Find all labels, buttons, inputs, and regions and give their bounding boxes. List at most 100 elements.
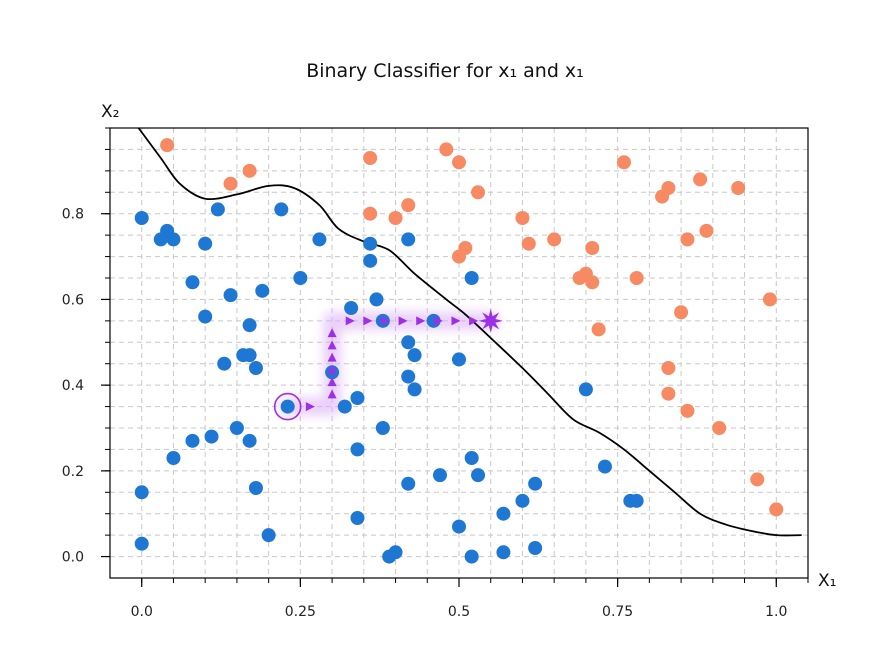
class-1-point xyxy=(693,172,708,187)
path-arrow xyxy=(363,316,373,326)
class-0-point xyxy=(344,301,359,315)
path-arrow xyxy=(398,316,408,326)
path-arrow xyxy=(327,352,337,362)
class-1-point xyxy=(547,232,562,247)
class-0-point xyxy=(185,433,200,448)
chart-title: Binary Classifier for x₁ and x₁ xyxy=(306,60,584,82)
class-0-point xyxy=(363,253,378,268)
class-1-point xyxy=(750,472,765,487)
class-1-point xyxy=(731,181,746,195)
class-0-point xyxy=(134,485,149,500)
class-0-point xyxy=(426,313,441,328)
class-0-point xyxy=(217,356,232,371)
class-0-point xyxy=(242,433,257,448)
path-arrow xyxy=(345,316,355,326)
x-axis-label: X₁ xyxy=(818,571,836,591)
class-1-point xyxy=(585,241,600,255)
class-0-point xyxy=(242,348,257,363)
y-tick-label: 0.6 xyxy=(62,292,84,308)
class-0-point xyxy=(312,232,327,247)
path-group xyxy=(273,308,503,421)
class-0-point xyxy=(388,545,403,560)
x-tick-label: 0.25 xyxy=(285,604,316,620)
class-1-point xyxy=(363,151,378,165)
class-1-point xyxy=(160,138,175,153)
class-0-point xyxy=(185,275,200,290)
decision-boundary xyxy=(137,127,802,537)
class-1-point xyxy=(401,198,416,213)
class-1-point xyxy=(223,176,238,191)
path-arrow xyxy=(305,402,315,412)
class-1-point xyxy=(661,181,676,195)
class-0-point xyxy=(248,481,263,495)
class-0-point xyxy=(166,451,181,465)
class-0-point xyxy=(369,292,384,307)
class-0-point xyxy=(350,391,365,405)
class-0-point xyxy=(528,476,543,491)
class-0-point xyxy=(248,361,263,375)
class-1-point xyxy=(363,206,378,221)
path-end-star xyxy=(478,308,503,333)
class-0-point xyxy=(350,511,365,525)
class-1-point xyxy=(585,275,600,290)
class-0-point xyxy=(223,288,238,303)
class-1-point xyxy=(680,232,695,247)
class-0-point xyxy=(337,399,352,414)
class-0-point xyxy=(401,232,416,247)
path-start-marker xyxy=(273,392,302,421)
class-1-point xyxy=(388,211,403,225)
class-0-point xyxy=(242,318,257,333)
path-arrow xyxy=(416,316,426,326)
class-1-point xyxy=(471,185,486,200)
class-1-point xyxy=(762,292,777,307)
path-arrow xyxy=(433,316,443,326)
x-tick-label: 1.0 xyxy=(765,604,787,620)
class-0-point xyxy=(350,442,365,457)
path-arrow xyxy=(451,316,461,326)
axis-ticks: 0.0 0.25 0.5 0.75 1.0 0.0 0.2 0.4 0.6 0.8 xyxy=(62,127,809,620)
class-0-point xyxy=(597,459,612,474)
class-1-point xyxy=(629,271,644,285)
class-0-point xyxy=(407,382,422,397)
x-tick-label: 0.75 xyxy=(602,604,633,620)
class-1-point xyxy=(591,322,606,337)
class-0-point xyxy=(166,232,181,247)
path-arrow xyxy=(327,389,337,399)
path-arrow xyxy=(327,377,337,387)
class-0-point xyxy=(204,429,219,444)
class-0-point xyxy=(452,519,466,534)
class-0-point xyxy=(198,236,213,251)
y-axis-label: X₂ xyxy=(101,102,119,122)
class-1-point xyxy=(661,361,676,375)
class-0-point xyxy=(629,493,644,508)
class-1-point xyxy=(242,163,257,178)
class-1-point xyxy=(439,142,454,157)
y-tick-label: 0.4 xyxy=(62,378,84,394)
class-1-point xyxy=(521,236,536,251)
y-tick-label: 0.0 xyxy=(62,550,84,566)
class-0-point xyxy=(496,545,511,560)
class-1-point xyxy=(699,223,714,238)
x-tick-label: 0.0 xyxy=(131,604,153,620)
y-tick-label: 0.2 xyxy=(62,464,84,480)
class-1-point xyxy=(712,421,727,435)
class-0-point xyxy=(528,541,543,555)
class-1-point xyxy=(452,155,466,170)
class-1-point xyxy=(616,155,631,170)
class-0-point xyxy=(515,493,530,508)
y-tick-label: 0.8 xyxy=(62,207,84,223)
class-0-point xyxy=(210,202,225,217)
class-0-point xyxy=(464,271,479,285)
class-0-point xyxy=(578,382,593,397)
class-0-point xyxy=(375,421,390,435)
class-1-point xyxy=(674,305,689,320)
class-0-point xyxy=(401,369,416,384)
class-0-point xyxy=(134,211,149,225)
path-arrow xyxy=(380,316,390,326)
x-tick-label: 0.5 xyxy=(448,604,470,620)
class-0-point xyxy=(229,421,244,435)
class-0-point xyxy=(407,348,422,363)
class-0-point xyxy=(280,399,295,414)
class-0-point xyxy=(452,352,466,367)
